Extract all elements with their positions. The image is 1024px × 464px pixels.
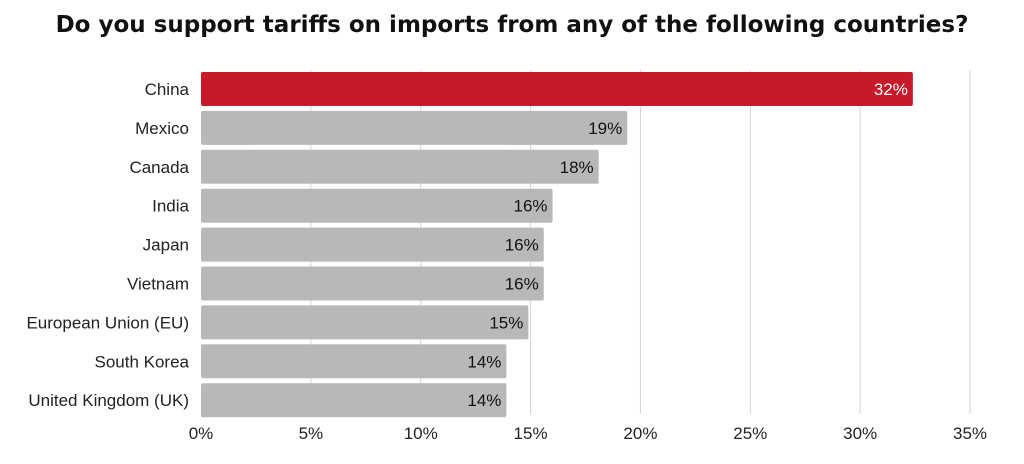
bar-value-label: 19% [588, 119, 622, 138]
category-label: European Union (EU) [26, 313, 189, 332]
x-tick-label: 25% [733, 424, 767, 443]
bar [201, 266, 544, 301]
x-tick-label: 30% [843, 424, 877, 443]
bar-value-label: 14% [467, 391, 501, 410]
bar-value-label: 14% [467, 352, 501, 371]
category-label: United Kingdom (UK) [28, 391, 189, 410]
category-labels: China Mexico Canada India Japan Vietnam Europe… [26, 80, 189, 410]
bar-value-label: 18% [560, 158, 594, 177]
bar [201, 344, 507, 379]
x-tick-label: 0% [189, 424, 214, 443]
bar [201, 110, 628, 145]
category-label: Mexico [135, 119, 189, 138]
category-label: Japan [143, 236, 189, 255]
bar-value-label: 15% [489, 313, 523, 332]
x-tick-label: 5% [299, 424, 324, 443]
bar [201, 188, 553, 223]
x-tick-label: 20% [623, 424, 657, 443]
category-label: India [152, 197, 189, 216]
bar-value-label: 16% [514, 197, 548, 216]
category-label: Canada [129, 158, 189, 177]
bar [201, 72, 913, 106]
category-label: China [145, 80, 190, 99]
bar [201, 149, 599, 184]
chart-title: Do you support tariffs on imports from a… [55, 12, 969, 38]
bars: 32% 19% 18% 16% 16% 16% 15% 14% 14% [201, 72, 913, 418]
bar-value-label: 16% [505, 275, 539, 294]
x-tick-label: 35% [953, 424, 987, 443]
bar-value-label: 32% [874, 80, 908, 99]
bar [201, 227, 544, 262]
x-axis-tick-labels: 0% 5% 10% 15% 20% 25% 30% 35% [189, 424, 987, 443]
category-label: Vietnam [127, 275, 189, 294]
bar [201, 383, 507, 418]
x-tick-label: 10% [404, 424, 438, 443]
bar-value-label: 16% [505, 236, 539, 255]
category-label: South Korea [94, 352, 189, 371]
bar [201, 305, 529, 340]
x-tick-label: 15% [514, 424, 548, 443]
